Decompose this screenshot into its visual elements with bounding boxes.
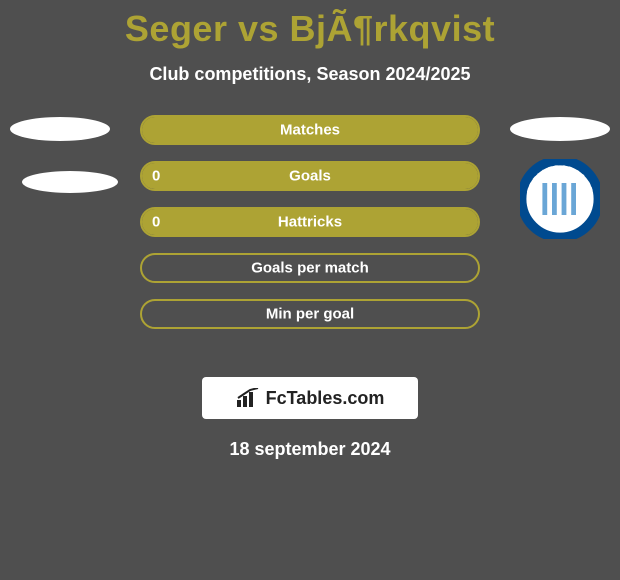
- stat-bar-min_per_goal: Min per goal: [140, 299, 480, 329]
- stat-bar-label: Goals per match: [142, 260, 478, 277]
- stat-bar-hattricks: Hattricks0: [140, 207, 480, 237]
- branding-text: FcTables.com: [266, 388, 385, 409]
- stat-bar-label: Matches: [142, 122, 478, 139]
- bars-container: MatchesGoals0Hattricks0Goals per matchMi…: [140, 115, 480, 345]
- branding-box: FcTables.com: [202, 377, 418, 419]
- stat-bar-label: Min per goal: [142, 306, 478, 323]
- stat-bar-label: Hattricks: [142, 214, 478, 231]
- stat-bar-matches: Matches: [140, 115, 480, 145]
- stat-bar-value-left: 0: [152, 214, 160, 231]
- player-right-placeholder: [510, 117, 610, 141]
- stat-bar-goals_per_match: Goals per match: [140, 253, 480, 283]
- branding-chart-icon: [236, 388, 260, 408]
- date-text: 18 september 2024: [0, 439, 620, 460]
- player-left-placeholder: [10, 117, 110, 141]
- subtitle: Club competitions, Season 2024/2025: [0, 64, 620, 85]
- stat-bar-goals: Goals0: [140, 161, 480, 191]
- stat-bar-value-left: 0: [152, 168, 160, 185]
- club-left-placeholder: [22, 171, 118, 193]
- club-right-badge: TRELLEBORGS FF: [520, 159, 600, 239]
- comparison-chart: TRELLEBORGS FF MatchesGoals0Hattricks0Go…: [0, 115, 620, 375]
- stat-bar-label: Goals: [142, 168, 478, 185]
- page-title: Seger vs BjÃ¶rkqvist: [0, 0, 620, 50]
